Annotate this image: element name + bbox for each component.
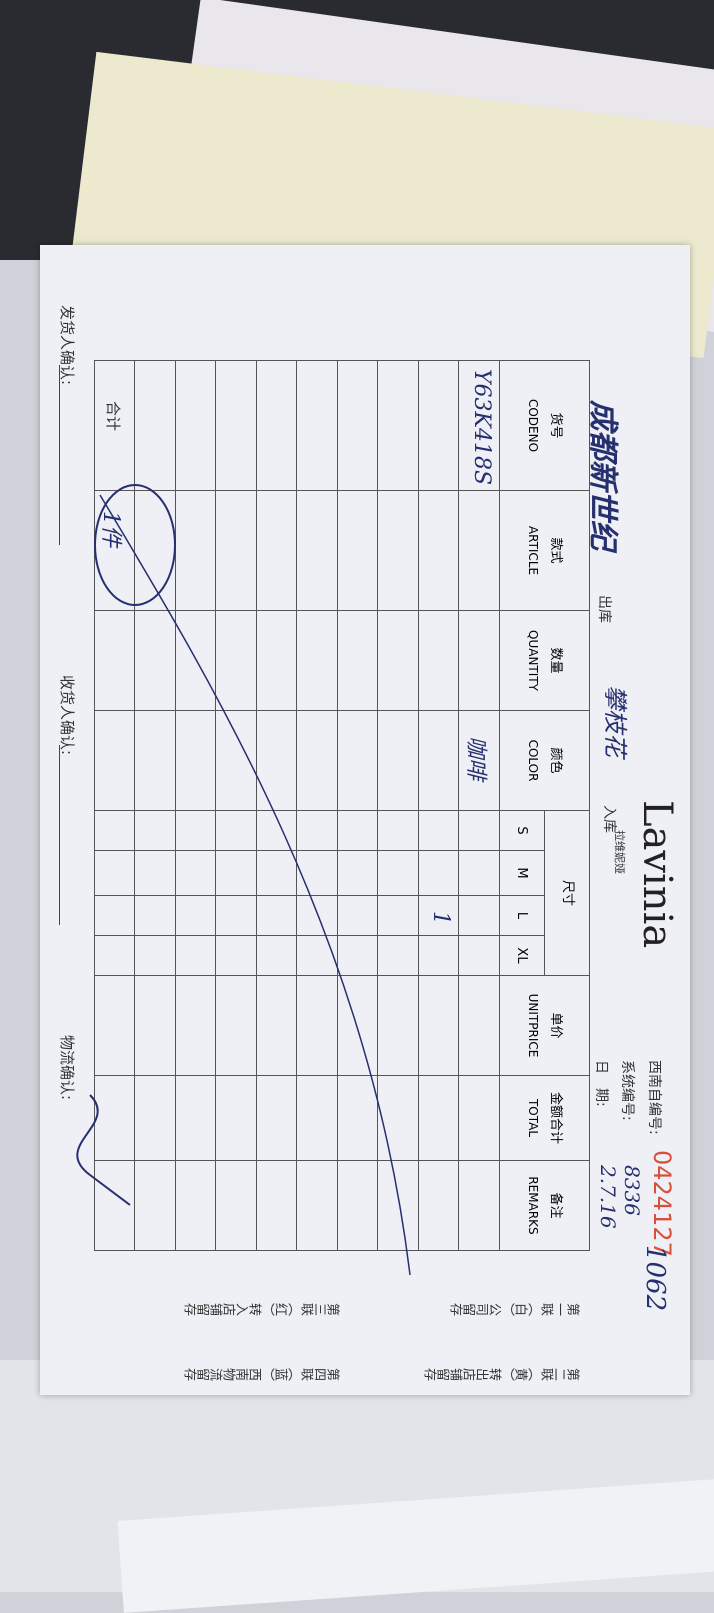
handwriting-strokes bbox=[76, 484, 411, 1276]
delivery-form: Lavinia 拉维妮娅 成都新世纪 出库 攀枝花 入库 西南自编号: 0424… bbox=[40, 245, 690, 1395]
